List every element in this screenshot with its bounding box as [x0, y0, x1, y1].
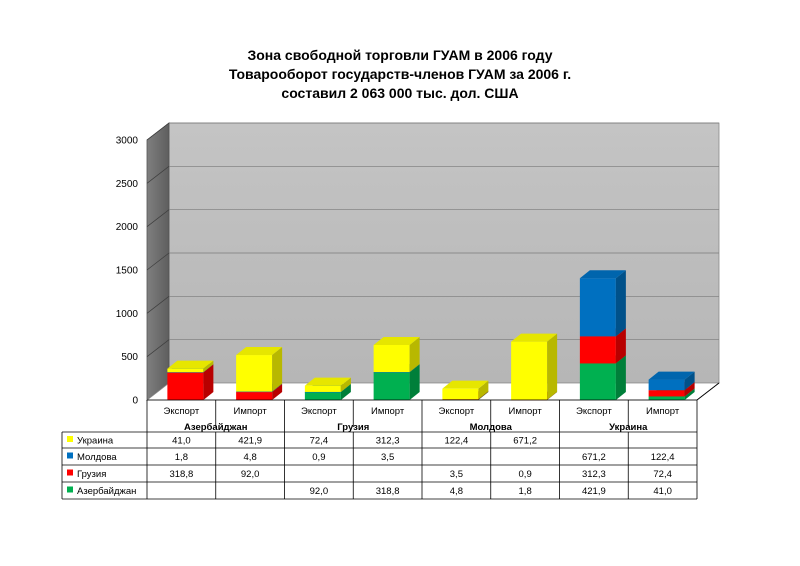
- data-label: 0,9: [312, 452, 325, 463]
- y-tick-label: 3000: [116, 136, 139, 147]
- data-label: 421,9: [238, 436, 262, 447]
- legend-swatch: [67, 452, 73, 459]
- bar-segment: [236, 347, 283, 392]
- data-label: 1,8: [175, 452, 188, 463]
- chart-title: Зона свободной торговли ГУАМ в 2006 году…: [229, 47, 571, 101]
- legend-label: Грузия: [77, 469, 106, 480]
- data-label: 122,4: [444, 436, 468, 447]
- data-label: 122,4: [651, 452, 675, 463]
- legend-entry: Молдова: [67, 452, 117, 463]
- x-tick-label: Импорт: [509, 406, 543, 417]
- data-label: 318,8: [376, 486, 400, 497]
- y-tick-label: 0: [132, 396, 138, 407]
- legend-entry: Грузия: [67, 469, 106, 480]
- data-label: 3,5: [450, 469, 463, 480]
- x-group-label: Украина: [609, 422, 648, 433]
- bar-segment: [648, 371, 695, 391]
- y-tick-label: 2500: [116, 179, 139, 190]
- plot-walls: [145, 122, 721, 401]
- legend-entry: Украина: [67, 436, 114, 447]
- bar-segment: [511, 333, 558, 400]
- bar-segment: [442, 380, 489, 400]
- y-tick-label: 2000: [116, 222, 139, 233]
- x-tick-label: Импорт: [646, 406, 680, 417]
- data-label: 41,0: [653, 486, 672, 497]
- gridline-side: [146, 209, 170, 227]
- data-label: 72,4: [653, 469, 672, 480]
- bar-segment: [304, 377, 351, 392]
- bars: [167, 270, 695, 401]
- x-tick-label: Импорт: [234, 406, 268, 417]
- data-label: 4,8: [450, 486, 463, 497]
- legend-swatch: [67, 436, 73, 442]
- data-label: 0,9: [519, 469, 532, 480]
- data-label: 4,8: [244, 452, 257, 463]
- x-tick-label: Импорт: [371, 406, 405, 417]
- gridline-side: [146, 339, 170, 357]
- gridline-side: [146, 252, 170, 271]
- y-tick-label: 500: [121, 352, 138, 363]
- x-tick-label: Экспорт: [439, 406, 475, 417]
- y-tick-label: 1500: [116, 266, 139, 277]
- x-tick-label: Экспорт: [576, 406, 612, 417]
- data-label: 92,0: [310, 486, 329, 497]
- x-tick-label: Экспорт: [164, 406, 200, 417]
- bar-segment: [579, 270, 626, 337]
- x-group-label: Молдова: [470, 422, 513, 433]
- data-label: 1,8: [519, 486, 532, 497]
- gridline-side: [146, 296, 170, 314]
- table-line: [696, 382, 720, 401]
- gridline-side: [146, 166, 170, 184]
- chart-title-line-3: составил 2 063 000 тыс. дол. США: [281, 85, 518, 101]
- data-label: 3,5: [381, 452, 394, 463]
- data-label: 92,0: [241, 469, 260, 480]
- x-group-label: Грузия: [337, 422, 369, 433]
- data-table: Экспорт Импорт Экспорт Импорт Экспорт Импорт Э…: [61, 382, 720, 500]
- chart-title-line-2: Товарооборот государств-членов ГУАМ за 2…: [229, 66, 571, 82]
- legend-label: Украина: [77, 436, 114, 447]
- floor: [145, 382, 721, 401]
- chart-title-line-1: Зона свободной торговли ГУАМ в 2006 году: [247, 47, 552, 63]
- data-label: 312,3: [582, 469, 606, 480]
- data-label: 41,0: [172, 436, 191, 447]
- data-label: 312,3: [376, 436, 400, 447]
- legend-label: Молдова: [77, 452, 117, 463]
- data-label: 421,9: [582, 486, 606, 497]
- x-tick-label: Экспорт: [301, 406, 337, 417]
- data-label: 671,2: [513, 436, 537, 447]
- bar-segment: [373, 337, 420, 373]
- data-label: 318,8: [169, 469, 193, 480]
- gridline-side: [146, 122, 170, 141]
- y-axis: 0 500 1000 1500 2000 2500 3000: [116, 136, 139, 407]
- bar-segment: [167, 360, 214, 373]
- data-label: 671,2: [582, 452, 606, 463]
- data-label: 72,4: [310, 436, 329, 447]
- y-tick-label: 1000: [116, 309, 139, 320]
- legend-swatch: [67, 469, 73, 476]
- legend-swatch: [67, 486, 73, 493]
- gridlines: [146, 122, 719, 357]
- legend-label: Азербайджан: [77, 486, 136, 497]
- legend-entry: Азербайджан: [67, 486, 136, 497]
- x-group-label: Азербайджан: [184, 422, 248, 433]
